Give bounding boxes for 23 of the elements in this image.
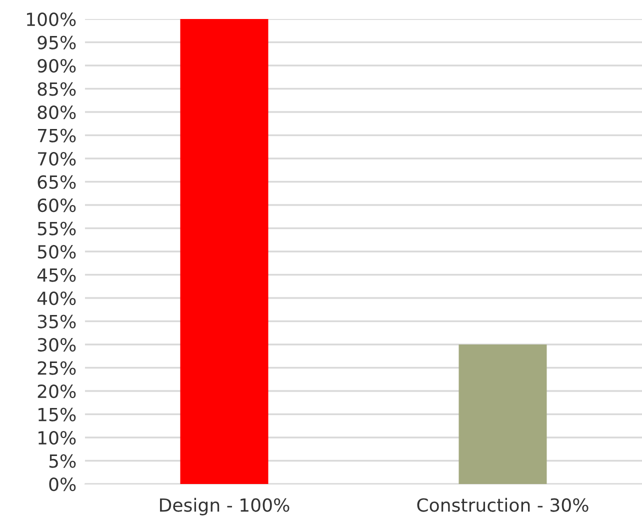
y-tick-label: 20% bbox=[38, 384, 76, 398]
y-tick-label: 55% bbox=[38, 222, 76, 236]
x-tick-label: Construction - 30% bbox=[417, 498, 588, 512]
x-tick-label: Design - 100% bbox=[160, 498, 290, 516]
y-tick-label: 30% bbox=[38, 338, 76, 352]
y-tick-label: 60% bbox=[38, 198, 76, 212]
y-tick-label: 50% bbox=[38, 244, 76, 259]
y-tick-label: 10% bbox=[38, 430, 76, 445]
y-tick-label: 5% bbox=[49, 454, 76, 468]
y-tick-label: 95% bbox=[38, 36, 76, 50]
y-tick-label: 85% bbox=[38, 82, 76, 96]
y-tick-label: 25% bbox=[38, 361, 76, 375]
y-tick-label: 35% bbox=[38, 314, 76, 328]
y-tick-label: 45% bbox=[37, 268, 76, 282]
y-tick-label: 65% bbox=[38, 175, 76, 189]
y-tick-label: 80% bbox=[38, 105, 76, 120]
y-tick-label: 100% bbox=[27, 12, 76, 26]
y-tick-label: 75% bbox=[38, 128, 76, 142]
y-tick-label: 0% bbox=[49, 477, 76, 492]
y-tick-label: 70% bbox=[38, 152, 76, 166]
y-tick-label: 15% bbox=[38, 408, 76, 422]
y-tick-label: 40% bbox=[37, 291, 76, 306]
y-tick-label: 90% bbox=[38, 58, 76, 73]
